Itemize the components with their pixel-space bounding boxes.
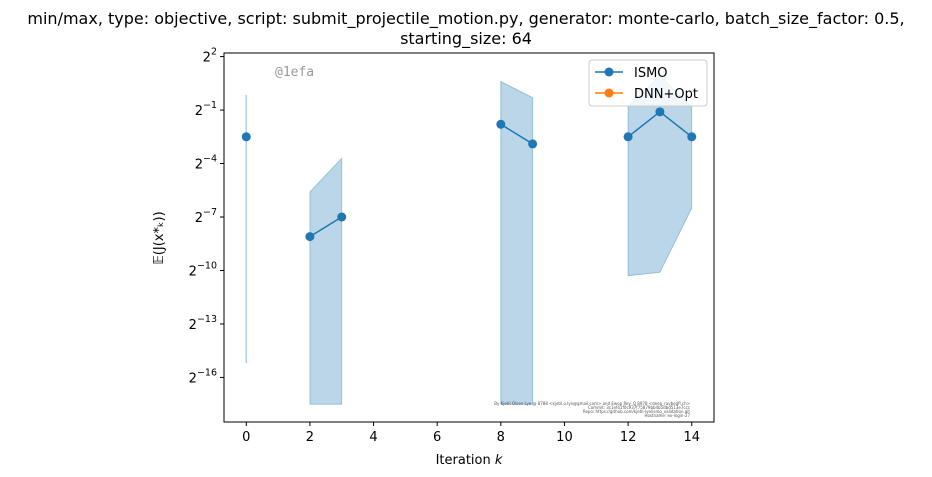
legend: ISMO DNN+Opt <box>588 59 708 107</box>
y-tick-base: 2 <box>195 158 203 173</box>
ismo-band-2 <box>500 80 534 405</box>
y-tick-exponent: −7 <box>203 207 217 218</box>
y-tick-label--16: 2−16 <box>189 367 217 386</box>
ismo-point-0 <box>241 132 251 142</box>
y-tick-label--13: 2−13 <box>189 314 217 333</box>
y-axis-label: 𝔼(J(x*ₖ)) <box>152 211 167 264</box>
y-tick-label--10: 2−10 <box>189 260 217 279</box>
y-tick-base: 2 <box>189 318 197 333</box>
chart-title-line-2: starting_size: 64 <box>400 29 532 49</box>
y-tick-base: 2 <box>195 104 203 119</box>
legend-marker-dnn-opt <box>604 88 614 98</box>
y-axis-ticks: 222−12−42−72−102−132−16 <box>189 47 224 386</box>
x-axis-ticks: 0 2 4 6 8 10 12 14 <box>242 422 700 445</box>
ismo-point-13 <box>655 107 665 117</box>
y-tick-label--1: 2−1 <box>195 100 217 119</box>
ismo-band-1 <box>309 156 343 405</box>
points-layer <box>241 107 697 242</box>
footer-line-4: Hostname: ex-login-27 <box>644 413 690 418</box>
legend-marker-ismo <box>604 67 614 77</box>
y-tick-exponent: −1 <box>203 100 217 111</box>
x-axis-label: Iteration k <box>436 453 503 468</box>
y-tick-exponent: −13 <box>197 314 217 325</box>
y-tick-base: 2 <box>189 371 197 386</box>
x-tick-label-2: 2 <box>306 430 314 445</box>
x-tick-label-0: 0 <box>242 430 250 445</box>
chart-title-line-1: min/max, type: objective, script: submit… <box>27 9 904 29</box>
y-tick-label--7: 2−7 <box>195 207 217 226</box>
ismo-point-3 <box>337 212 347 222</box>
ismo-line-2 <box>500 123 533 145</box>
ismo-point-14 <box>687 132 697 142</box>
y-tick-base: 2 <box>189 264 197 279</box>
plot-frame <box>223 52 715 423</box>
x-axis-label-var: k <box>495 453 503 468</box>
footer-line-1: By Kjetil Olsen Lye @ 8788 <kjetil.o.lye… <box>494 401 690 406</box>
y-tick-label--4: 2−4 <box>195 154 217 173</box>
legend-label-dnn-opt: DNN+Opt <box>634 87 698 102</box>
x-tick-label-12: 12 <box>620 430 637 445</box>
watermark: @1efa <box>275 65 314 80</box>
y-tick-base: 2 <box>195 211 203 226</box>
ismo-point-8 <box>496 119 506 129</box>
x-tick-label-8: 8 <box>497 430 505 445</box>
x-tick-label-4: 4 <box>369 430 377 445</box>
y-tick-exponent: −10 <box>197 260 217 271</box>
footer-line-2: Commit: 3c1ef41f0c937f75879bb4b5dbd513e7… <box>588 405 690 410</box>
x-tick-label-6: 6 <box>433 430 441 445</box>
x-tick-label-10: 10 <box>556 430 573 445</box>
ismo-point-9 <box>528 139 538 149</box>
bands-layer <box>245 75 693 405</box>
y-tick-exponent: −4 <box>203 154 217 165</box>
y-tick-label-2: 22 <box>203 47 217 66</box>
legend-label-ismo: ISMO <box>634 66 668 81</box>
ismo-point-12 <box>623 132 633 142</box>
ismo-point-2 <box>305 232 315 242</box>
x-axis-label-text: Iteration <box>436 453 491 468</box>
y-tick-exponent: −16 <box>197 367 217 378</box>
footer-text: By Kjetil Olsen Lye @ 8788 <kjetil.o.lye… <box>494 401 690 418</box>
y-tick-exponent: 2 <box>211 47 217 58</box>
y-tick-base: 2 <box>203 51 211 66</box>
footer-line-3: Repo: https://github.com/kjetil-lye/ismo… <box>583 409 691 414</box>
ismo-line-1 <box>309 216 343 238</box>
x-tick-label-14: 14 <box>683 430 700 445</box>
